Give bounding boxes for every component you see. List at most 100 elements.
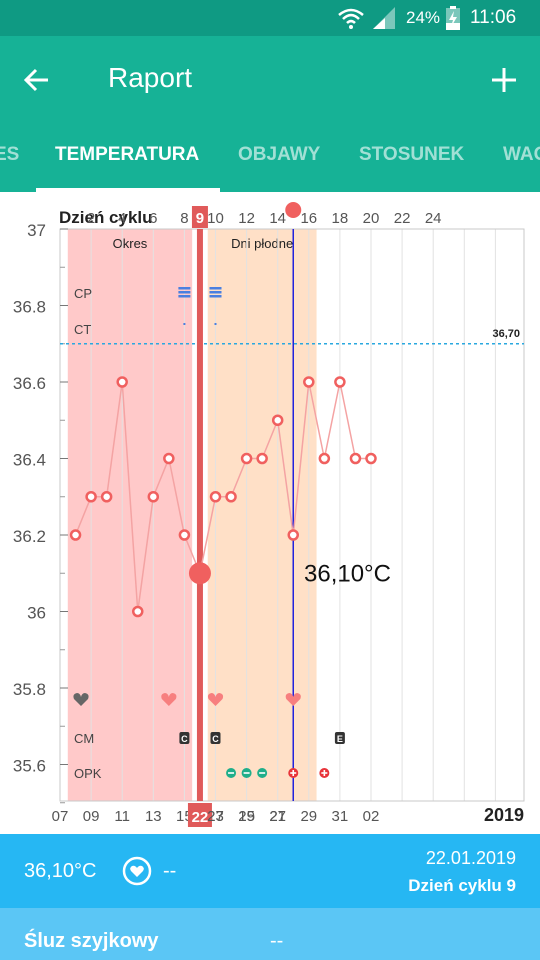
cp-bar: [178, 295, 191, 298]
cycle-tick: 14: [269, 210, 286, 227]
temperature-point: [349, 452, 362, 465]
temperature-chart[interactable]: Okres Dni płodne 37 36.8 36.6 36.4 36.2 36 35.8 3…: [0, 192, 540, 834]
cm-mark-letter: E: [337, 734, 343, 744]
y-tick-label: 35.6: [13, 757, 46, 776]
battery-percent: 24%: [406, 8, 441, 27]
cycle-tick: 2: [87, 210, 95, 227]
status-bar: 24% 11:06: [0, 0, 540, 36]
cycle-tick: 20: [363, 210, 380, 227]
opk-mark-plus: [323, 770, 326, 776]
date-tick: 19: [238, 808, 255, 825]
detail-value: --: [270, 930, 284, 952]
row-label-cp: CP: [74, 286, 92, 301]
selected-cycle-badge: [191, 206, 208, 228]
date-tick: 21: [269, 808, 286, 825]
summary-cycle-day: Dzień cyklu 9: [408, 876, 516, 895]
cp-bar: [209, 295, 222, 298]
chart-svg[interactable]: Okres Dni płodne 37 36.8 36.6 36.4 36.2 36 35.8 3…: [0, 192, 540, 834]
summary-bar: 36,10°C -- 22.01.2019 Dzień cyklu 9: [0, 834, 540, 908]
ovulation-marker: [285, 202, 302, 218]
zone-label: Dni płodne: [231, 236, 293, 251]
cycle-axis-label: Dzień cyklu: [59, 208, 153, 227]
y-tick-label: 35.8: [13, 680, 46, 699]
tab-objawy[interactable]: OBJAWY: [238, 144, 321, 165]
detail-label: Śluz szyjkowy: [24, 930, 159, 952]
temperature-line: [74, 381, 371, 612]
tab-partial-left[interactable]: ES: [0, 144, 20, 165]
cp-bar: [178, 291, 191, 294]
temperature-point: [303, 376, 315, 388]
zone-fertile: [207, 229, 317, 801]
row-label-ct: CT: [74, 322, 91, 337]
cycle-tick: 22: [394, 210, 411, 227]
tab-bar: ES TEMPERATURA OBJAWY STOSUNEK WAG: [0, 124, 540, 192]
y-tick-label: 36.2: [13, 527, 46, 546]
coverline-label: 36,70: [492, 328, 520, 340]
y-tick-label: 37: [27, 221, 46, 240]
chart-frame: [59, 228, 525, 802]
temperature-point: [85, 491, 97, 503]
opk-mark-minus: [243, 772, 250, 774]
selected-temperature-point: [188, 562, 211, 585]
page-title: Raport: [108, 62, 193, 93]
plus-icon[interactable]: [484, 60, 524, 100]
temperature-point: [256, 452, 268, 465]
temperature-point: [163, 452, 175, 465]
date-tick-selected: 22: [192, 809, 209, 826]
cm-mark: [179, 732, 190, 744]
cp-bar: [178, 287, 191, 290]
heart-legend-icon: [73, 693, 89, 706]
temperature-point: [132, 605, 144, 618]
cycle-tick: 18: [332, 210, 349, 227]
zone-label: Okres: [113, 236, 148, 251]
cycle-tick: 10: [207, 210, 224, 227]
row-label-cm: CM: [74, 731, 94, 746]
temperature-point: [209, 491, 222, 503]
cycle-tick: 12: [238, 210, 255, 227]
tab-temperatura[interactable]: TEMPERATURA: [55, 144, 200, 165]
heart-icon: [161, 693, 177, 706]
tab-stosunek[interactable]: STOSUNEK: [359, 144, 465, 165]
date-tick: 07: [52, 808, 69, 825]
date-tick: 27: [269, 808, 286, 825]
tab-partial-right[interactable]: WAG: [503, 144, 540, 165]
temperature-point: [178, 529, 191, 541]
cycle-tick-selected: 9: [196, 210, 204, 227]
app-bar: Raport: [0, 36, 540, 124]
y-tick-label: 36.6: [13, 374, 46, 393]
summary-temperature: 36,10°C: [24, 860, 97, 882]
temperature-point: [271, 414, 284, 426]
ct-dot: [214, 323, 217, 325]
selected-day-bar: [196, 229, 203, 801]
temperature-point: [240, 452, 253, 465]
cycle-tick: 8: [180, 210, 188, 227]
cm-mark: [210, 732, 221, 744]
date-tick: 23: [207, 808, 224, 825]
cm-mark-letter: C: [212, 734, 219, 744]
summary-date: 22.01.2019: [425, 848, 516, 868]
date-tick: 11: [114, 808, 130, 825]
cycle-tick: 4: [118, 210, 126, 227]
selected-date-badge: [187, 803, 212, 827]
cycle-tick: 6: [149, 210, 157, 227]
temperature-point: [69, 529, 82, 541]
cp-bar: [209, 287, 222, 290]
date-tick: 02: [363, 808, 380, 825]
wifi-icon: [338, 8, 364, 29]
temperature-point: [100, 491, 113, 503]
cm-mark-letter: C: [181, 734, 188, 744]
detail-row[interactable]: Śluz szyjkowy --: [0, 908, 540, 960]
date-tick: 13: [145, 808, 162, 825]
temperature-point: [116, 376, 128, 388]
summary-sex-value: --: [163, 860, 177, 882]
y-tick-label: 36.4: [13, 451, 46, 470]
heart-circle-icon[interactable]: [122, 856, 152, 886]
date-tick: 31: [332, 808, 349, 825]
date-tick: 09: [83, 808, 100, 825]
battery-charging-icon: [446, 6, 460, 30]
selected-temperature-label: 36,10°C: [304, 560, 391, 587]
temperature-point: [318, 452, 331, 465]
heart-icon: [207, 693, 224, 706]
arrow-left-icon[interactable]: [18, 60, 58, 100]
y-tick-label: 36.8: [13, 298, 46, 317]
